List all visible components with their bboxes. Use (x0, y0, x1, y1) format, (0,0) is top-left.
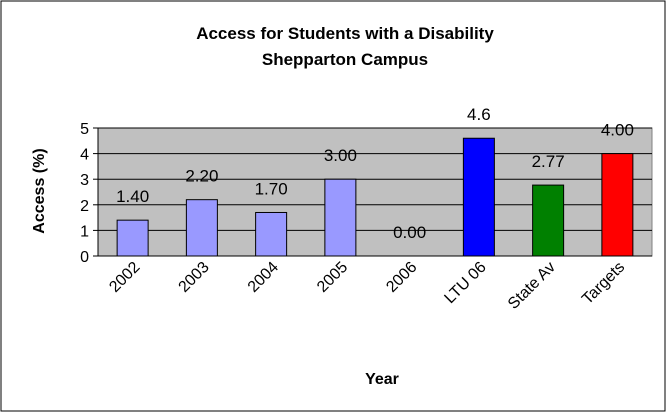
bar (255, 211, 288, 257)
y-axis-title: Access (%) (31, 148, 48, 233)
chart-title: Access for Students with a Disability (196, 24, 494, 43)
axes (97, 128, 652, 257)
bar (116, 219, 149, 257)
data-label: 1.70 (255, 179, 288, 198)
chart-subtitle: Shepparton Campus (262, 50, 428, 69)
data-label: 4.00 (601, 121, 634, 140)
y-tick-label: 2 (80, 198, 89, 215)
y-tick-label: 1 (80, 223, 89, 240)
bar (185, 199, 218, 257)
data-label: 3.00 (324, 146, 357, 165)
bar (462, 137, 495, 257)
bar (324, 178, 357, 257)
y-tick-label: 4 (80, 147, 89, 164)
x-axis-title: Year (365, 371, 399, 388)
y-tick-label: 5 (80, 121, 89, 138)
data-label: 1.40 (116, 187, 149, 206)
data-label: 2.20 (185, 167, 218, 186)
data-label: 2.77 (532, 152, 565, 171)
y-tick-label: 3 (80, 172, 89, 189)
data-label: 0.00 (393, 223, 426, 242)
plot-area (97, 127, 653, 257)
y-tick-label: 0 (80, 249, 89, 266)
bar (532, 184, 565, 257)
data-labels: 1.40 2.20 1.70 3.00 0.00 4.6 2.77 4.00 (116, 105, 634, 242)
data-label: 4.6 (467, 105, 491, 124)
bar (601, 153, 634, 257)
